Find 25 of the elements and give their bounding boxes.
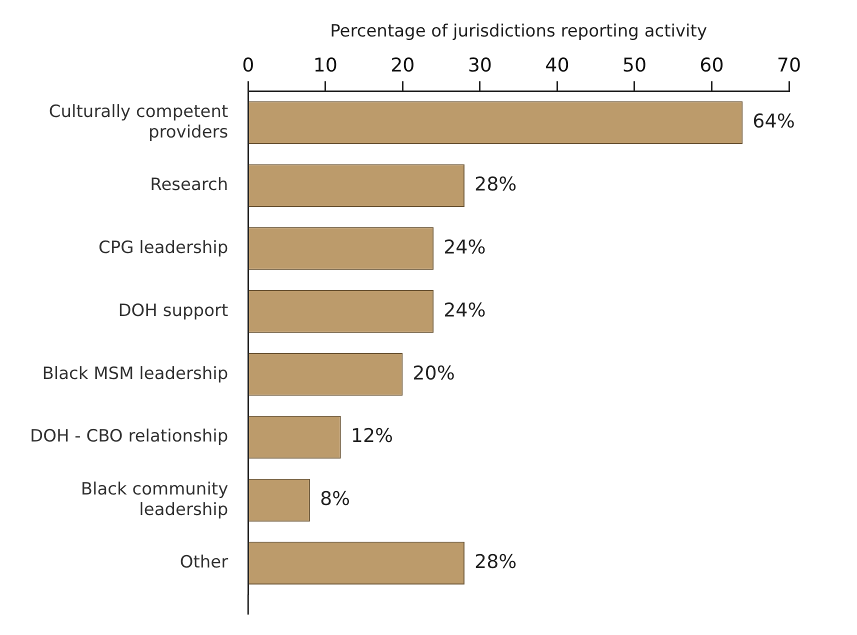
x-tick-label: 30: [468, 54, 492, 77]
y-tick-label: DOH - CBO relationship: [30, 426, 228, 447]
x-tick-label: 40: [545, 54, 570, 77]
y-tick-label: Culturally competent providers: [48, 102, 228, 142]
y-tick-label: DOH support: [118, 300, 228, 321]
x-tick-label: 70: [776, 54, 802, 77]
data-label: 8%: [320, 488, 350, 510]
data-label: 28%: [474, 174, 517, 196]
y-tick-label: Other: [180, 552, 228, 573]
data-label: 12%: [350, 425, 394, 448]
data-label: 20%: [412, 362, 455, 384]
y-tick-label: Black community leadership: [80, 479, 228, 520]
data-label: 28%: [474, 551, 517, 574]
x-tick-label: 50: [622, 54, 647, 77]
y-tick-label: Research: [150, 175, 228, 196]
data-label: 24%: [444, 236, 486, 258]
x-axis-title: Percentage of jurisdictions reporting activity: [330, 22, 707, 42]
x-tick-label: 60: [700, 54, 724, 77]
x-tick-label: 20: [390, 54, 415, 77]
data-label: 64%: [752, 110, 795, 133]
y-tick-label: CPG leadership: [98, 238, 228, 258]
x-tick-label: 10: [313, 54, 338, 77]
data-label: 24%: [444, 299, 486, 322]
x-tick-label: 0: [242, 54, 254, 77]
y-tick-label: Black MSM leadership: [42, 364, 228, 384]
